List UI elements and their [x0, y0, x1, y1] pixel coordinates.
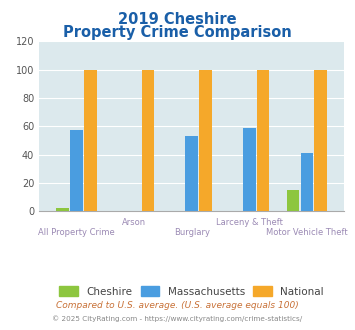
Bar: [84, 70, 97, 211]
Text: Burglary: Burglary: [174, 228, 210, 237]
Bar: [243, 128, 256, 211]
Bar: [70, 130, 83, 211]
Bar: [56, 208, 69, 211]
Bar: [257, 70, 269, 211]
Text: Arson: Arson: [122, 218, 146, 227]
Bar: [315, 70, 327, 211]
Text: 2019 Cheshire: 2019 Cheshire: [118, 12, 237, 26]
Text: All Property Crime: All Property Crime: [38, 228, 115, 237]
Text: Compared to U.S. average. (U.S. average equals 100): Compared to U.S. average. (U.S. average …: [56, 301, 299, 310]
Bar: [185, 136, 198, 211]
Bar: [301, 153, 313, 211]
Text: Larceny & Theft: Larceny & Theft: [216, 218, 283, 227]
Bar: [199, 70, 212, 211]
Text: Motor Vehicle Theft: Motor Vehicle Theft: [266, 228, 348, 237]
Legend: Cheshire, Massachusetts, National: Cheshire, Massachusetts, National: [55, 282, 328, 301]
Text: Property Crime Comparison: Property Crime Comparison: [63, 25, 292, 40]
Text: © 2025 CityRating.com - https://www.cityrating.com/crime-statistics/: © 2025 CityRating.com - https://www.city…: [53, 315, 302, 322]
Bar: [142, 70, 154, 211]
Bar: [287, 190, 299, 211]
